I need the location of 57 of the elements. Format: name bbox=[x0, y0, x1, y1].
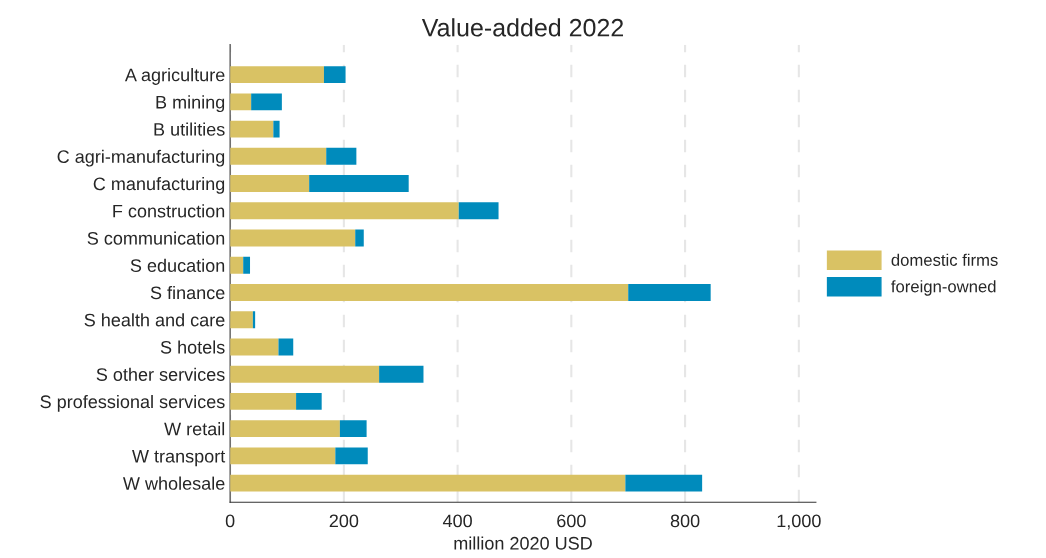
x-tick-label: 400 bbox=[442, 514, 472, 528]
bar bbox=[230, 338, 279, 356]
x-tick-label: 200 bbox=[329, 514, 359, 528]
bar bbox=[628, 284, 711, 301]
x-tick-label: 1,000 bbox=[777, 514, 821, 530]
x-tick-label: 0 bbox=[225, 514, 235, 528]
bar bbox=[230, 93, 252, 111]
bar bbox=[230, 474, 626, 492]
bar bbox=[296, 392, 322, 410]
bar bbox=[273, 120, 280, 138]
x-tick-label: 600 bbox=[557, 514, 586, 528]
bar bbox=[230, 202, 459, 220]
bar bbox=[230, 447, 336, 465]
y-tick-label: S other services bbox=[96, 367, 225, 381]
y-tick-label: S health and care bbox=[84, 313, 225, 327]
bar bbox=[335, 447, 368, 465]
y-tick-label: W retail bbox=[164, 422, 225, 436]
bar bbox=[243, 256, 251, 274]
bar bbox=[230, 175, 310, 192]
y-tick-label: C manufacturing bbox=[93, 177, 225, 194]
y-tick-label: B mining bbox=[156, 95, 225, 113]
chart-title: Value-added 2022 bbox=[421, 18, 623, 37]
bar bbox=[230, 229, 356, 247]
y-tick-label: A agriculture bbox=[124, 68, 225, 85]
y-tick-label: W transport bbox=[132, 450, 226, 467]
bar bbox=[251, 93, 282, 111]
bar bbox=[230, 420, 340, 438]
bar bbox=[625, 474, 703, 492]
y-tick-label: B utilities bbox=[154, 122, 225, 136]
bar bbox=[326, 147, 357, 165]
bar bbox=[379, 365, 424, 383]
bar bbox=[458, 202, 499, 220]
legend-label: domestic firms bbox=[891, 253, 998, 266]
bar bbox=[230, 147, 327, 165]
bar bbox=[278, 338, 294, 356]
x-tick-label: 800 bbox=[670, 514, 700, 528]
bar bbox=[230, 365, 380, 383]
y-tick-label: C agri-manufacturing bbox=[57, 149, 225, 167]
bar bbox=[323, 66, 346, 84]
bar bbox=[309, 175, 409, 192]
bar bbox=[230, 284, 629, 301]
x-axis-title: million 2020 USD bbox=[454, 536, 592, 550]
y-tick-label: S education bbox=[130, 258, 225, 272]
bar bbox=[230, 392, 297, 410]
bar bbox=[355, 229, 364, 247]
bar bbox=[339, 420, 367, 438]
legend-label: foreign-owned bbox=[891, 280, 996, 296]
bar bbox=[230, 311, 253, 329]
y-tick-label: S finance bbox=[150, 285, 225, 300]
bar bbox=[230, 120, 274, 138]
y-tick-label: W wholesale bbox=[122, 476, 225, 490]
y-tick-label: F construction bbox=[113, 204, 225, 218]
bar bbox=[230, 256, 244, 274]
bar bbox=[230, 66, 324, 84]
y-tick-label: S communication bbox=[87, 231, 225, 245]
y-tick-label: S hotels bbox=[160, 340, 225, 354]
y-tick-label: S professional services bbox=[40, 394, 225, 412]
